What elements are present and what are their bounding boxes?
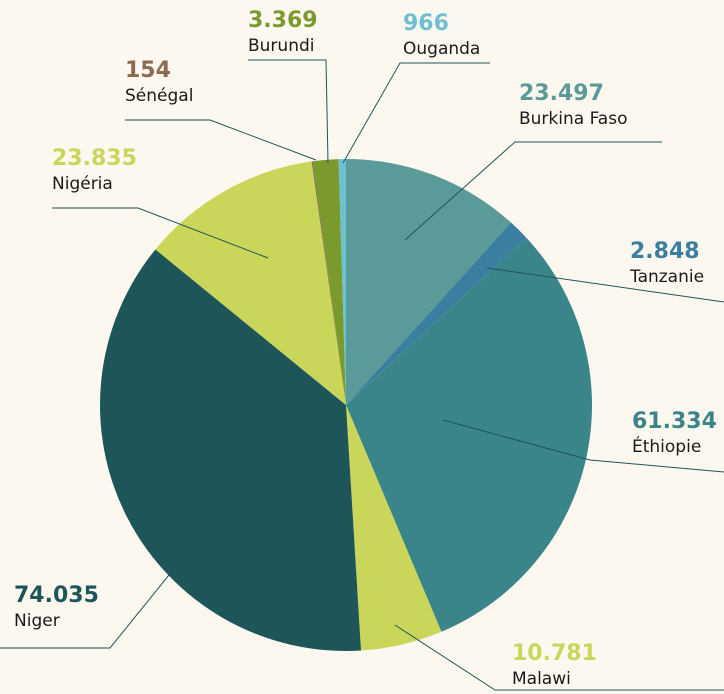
category-label: Malawi	[512, 669, 571, 689]
category-label: Burkina Faso	[519, 109, 627, 129]
pie-slice	[346, 405, 442, 651]
pie-slice	[311, 161, 346, 405]
value-label: 10.781	[512, 641, 597, 666]
value-label: 23.835	[52, 146, 137, 171]
pie-slice	[346, 222, 527, 405]
category-label: Éthiopie	[632, 435, 701, 457]
category-label: Sénégal	[125, 86, 193, 106]
leader-line	[404, 141, 662, 241]
pie-slice	[346, 159, 511, 405]
value-label: 2.848	[630, 239, 700, 264]
leader-line	[394, 624, 724, 691]
leader-line	[125, 119, 317, 161]
pie-slice	[312, 159, 346, 405]
leader-line	[248, 59, 329, 164]
value-label: 23.497	[519, 81, 604, 106]
pie-slice	[346, 237, 592, 632]
category-label: Nigéria	[52, 174, 113, 194]
category-label: Ouganda	[403, 39, 480, 59]
leader-line	[0, 464, 259, 649]
pie-slice	[338, 159, 346, 405]
value-label: 3.369	[248, 8, 318, 33]
value-label: 61.334	[632, 409, 717, 434]
value-label: 74.035	[14, 583, 99, 608]
leader-line	[52, 207, 269, 259]
category-label: Niger	[14, 611, 60, 631]
category-label: Burundi	[248, 36, 315, 56]
pie-slice	[100, 249, 361, 651]
value-label: 154	[125, 58, 171, 83]
leader-line	[486, 267, 724, 303]
pie-slice	[155, 161, 346, 405]
leader-line	[442, 419, 724, 473]
leader-line	[342, 62, 490, 164]
value-label: 966	[403, 11, 449, 36]
category-label: Tanzanie	[629, 267, 704, 287]
